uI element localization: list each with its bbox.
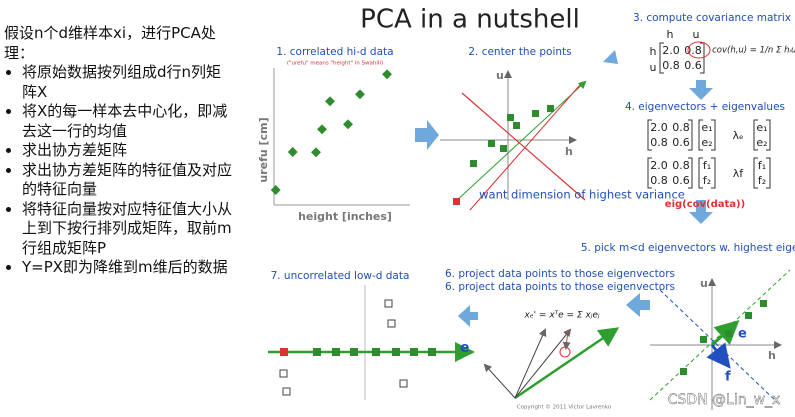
row-name: u — [650, 61, 657, 74]
matrix-cell: 2.0 — [650, 159, 668, 172]
panel-6: 6. project data points to those eigenvec… — [445, 268, 675, 411]
vector-entry: e₂ — [701, 136, 712, 149]
intro: 假设n个d维样本xi，进行PCA处理： — [4, 24, 216, 62]
copyright: Copyright © 2011 Victor Lavrenko — [517, 404, 612, 411]
matrix-cell: 0.8 — [662, 59, 680, 72]
matrix-cell: 2.0 — [662, 44, 680, 57]
panel-5: 5. pick m<d eigenvectors w. highest eige… — [581, 242, 795, 410]
bracket — [647, 157, 652, 189]
x-axis-label: height [inches] — [298, 210, 392, 223]
eigen-equations: 2.0 0.8 0.8 0.6 e₁ e₁ e₂ e₂ λₑ 2.0 0.8 0.8 0.6 f₁ f₁ f₂… — [647, 119, 771, 189]
matrix-cell: 0.8 — [672, 159, 690, 172]
vector-entry: e₁ — [701, 121, 712, 134]
step: 求出协方差矩阵的特征值及对应的特征向量 — [22, 161, 236, 200]
step: 将原始数据按列组成d行n列矩阵X — [22, 63, 236, 102]
step: 求出协方差矩阵 — [22, 141, 236, 161]
panel-label: 6. project data points to those eigenvec… — [445, 281, 675, 293]
bracket — [698, 157, 703, 189]
panel-note: want dimension of highest variance — [479, 188, 685, 202]
vector-entry: f₁ — [758, 159, 766, 172]
bracket — [700, 42, 705, 74]
step: 将特征向量按对应特征值大小从上到下按行排列成矩阵，取前m行组成矩阵P — [22, 200, 236, 259]
slide-title: PCA in a nutshell — [360, 5, 580, 35]
vector-entry: f₁ — [703, 159, 711, 172]
bracket — [766, 157, 771, 189]
matrix-cell: 0.8 — [650, 174, 668, 187]
bracket — [647, 119, 652, 151]
y-axis-label: urefu [cm] — [257, 117, 270, 182]
panel-7: 7. uncorrelated low-d data e — [268, 270, 475, 400]
matrix-cell: 0.8 — [650, 136, 668, 149]
matrix-cell: 0.8 — [672, 121, 690, 134]
vector-entry: f₂ — [758, 174, 766, 187]
panel-2: 2. center the points u h want dimension … — [440, 46, 685, 211]
formula: cov(h,u) = 1/n Σ hᵢuᵢ — [712, 46, 795, 56]
panel-label: 3. compute covariance matrix — [633, 12, 791, 24]
vector-entry: e₁ — [756, 121, 767, 134]
panel-4: 4. eigenvectors + eigenvalues 2.0 0.8 0.8 0… — [625, 101, 785, 210]
bracket — [753, 119, 758, 151]
panel-note: ("urefu" means "height" in Swahili) — [287, 61, 383, 67]
vector-entry: f₂ — [703, 174, 711, 187]
vector-label: e — [460, 340, 470, 356]
matrix-cell: 0.6 — [672, 174, 690, 187]
code: eig(cov(data)) — [665, 199, 745, 210]
step: 将X的每一样本去中心化，即减去这一行的均值 — [22, 102, 236, 141]
bracket — [698, 119, 703, 151]
vector-entry: e₂ — [756, 136, 767, 149]
panel-1: 1. correlated hi-d data ("urefu" means "… — [257, 46, 410, 223]
matrix-cell: 0.8 — [684, 44, 702, 57]
col-name: u — [693, 28, 700, 41]
panel-3: 3. compute covariance matrix h u h u 2.0… — [633, 12, 795, 74]
bracket — [659, 42, 664, 74]
col-name: h — [667, 28, 674, 41]
panel-label: 2. center the points — [468, 46, 571, 58]
cov-matrix: 2.0 0.8 0.8 0.6 — [659, 42, 705, 74]
matrix-cell: 0.6 — [684, 59, 702, 72]
bracket — [766, 119, 771, 151]
eigenvalue: λₑ — [732, 129, 743, 142]
row-name: h — [650, 45, 657, 58]
notes: 假设n个d维样本xi，进行PCA处理： 将原始数据按列组成d行n列矩阵X将X的每… — [4, 24, 236, 278]
x-axis-label: h — [768, 349, 776, 362]
bracket — [688, 119, 693, 151]
bracket — [711, 157, 716, 189]
x-axis-label: h — [565, 145, 573, 158]
panel-label: 6. project data points to those eigenvec… — [445, 268, 675, 280]
panel-label: 7. uncorrelated low-d data — [271, 270, 410, 282]
bracket — [688, 157, 693, 189]
vector-label: f — [725, 370, 731, 385]
eigenvalue: λf — [733, 167, 745, 180]
matrix-cell: 2.0 — [650, 121, 668, 134]
panel-label: 4. eigenvectors + eigenvalues — [625, 101, 785, 113]
step: Y=PX即为降维到m维后的数据 — [22, 258, 236, 278]
y-axis-label: u — [496, 69, 504, 82]
panel-label: 5. pick m<d eigenvectors w. highest eige… — [581, 242, 795, 254]
flow-arrows — [415, 50, 713, 327]
bracket — [711, 119, 716, 151]
bracket — [753, 157, 758, 189]
matrix-cell: 0.6 — [672, 136, 690, 149]
y-axis-label: u — [700, 277, 708, 290]
formula: xₑ' = xᵀe = Σ xⱼeⱼ — [524, 311, 600, 321]
panel-label: 1. correlated hi-d data — [276, 46, 393, 58]
vector-label: e — [738, 327, 747, 342]
steps: 将原始数据按列组成d行n列矩阵X将X的每一样本去中心化，即减去这一行的均值求出协… — [4, 63, 236, 278]
watermark: CSDN @Lin_w_x — [668, 392, 781, 408]
